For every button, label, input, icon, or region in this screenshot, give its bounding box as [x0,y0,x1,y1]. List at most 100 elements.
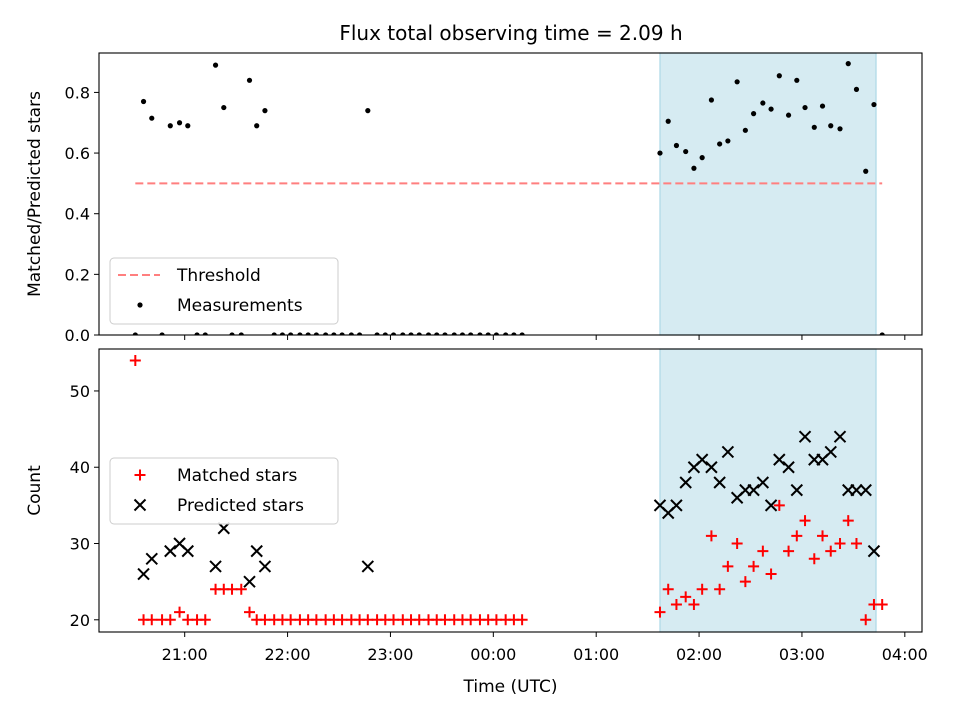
legend-matched-swatch [134,469,146,481]
measurement-point [434,332,440,335]
matched-star-point [825,545,837,557]
matched-star-point [439,614,451,626]
predicted-star-point [867,544,881,558]
measurement-point [717,141,723,147]
measurement-point [149,115,155,121]
matched-star-point [174,606,186,618]
matched-star-point [696,583,708,595]
matched-star-point [757,545,769,557]
measurement-point [305,332,311,335]
measurement-point [871,101,877,108]
measurement-point [382,332,388,335]
x-axis-label: Time (UTC) [463,677,558,697]
measurement-point [390,332,397,335]
matched-star-point [876,599,888,611]
measurement-point [167,123,173,129]
measurement-point [828,123,834,129]
predicted-star-point [209,560,222,573]
x-tick-label: 23:00 [367,645,413,664]
y-axis-label: Count [25,465,45,516]
matched-star-point [164,614,176,626]
measurement-point [348,332,354,335]
legend-label: Threshold [176,266,261,286]
measurement-point [459,332,466,335]
predicted-star-point [217,522,230,535]
measurement-point [159,332,165,335]
measurement-point [819,103,826,109]
predicted-star-point [361,560,375,573]
predicted-star-point [670,499,683,512]
x-tick-label: 22:00 [265,645,311,664]
measurement-point [339,332,345,335]
matched-star-point [834,538,846,550]
measurement-point [776,73,782,79]
matched-star-point [773,499,785,511]
matched-star-point [413,614,425,626]
measurement-point [837,126,843,132]
measurement-point [140,98,147,105]
matched-star-point [516,614,528,626]
x-tick-label: 02:00 [676,645,722,664]
matched-star-point [714,583,726,595]
y-tick-label: 0.4 [65,205,90,224]
measurement-point [176,120,183,126]
matched-star-point [722,560,734,572]
predicted-star-point [790,483,804,497]
measurement-point [760,100,766,106]
measurement-point [356,332,363,335]
measurement-point [485,332,491,335]
measurement-point [691,165,697,171]
matched-star-point [235,583,247,595]
matched-star-point [336,614,348,626]
measurement-point [194,332,200,335]
measurement-point [442,332,448,335]
measurement-point [673,142,680,149]
x-tick-label: 04:00 [882,645,928,664]
matched-star-point [765,568,777,580]
predicted-star-point [824,445,837,459]
axes-frame [98,52,923,336]
measurement-point [262,108,268,114]
measurement-point [665,118,671,124]
chart-title: Flux total observing time = 2.09 h [339,21,682,45]
y-tick-label: 0.0 [65,326,90,345]
legend-label: Predicted stars [177,496,304,516]
predicted-star-point [250,544,263,558]
measurement-point [768,106,774,112]
x-tick-label: 01:00 [573,645,619,664]
matched-star-point [662,583,674,595]
measurement-point [503,332,509,335]
legend-predicted-swatch [133,498,147,512]
predicted-star-point [679,476,692,489]
matched-star-point [182,614,194,626]
matched-star-point [850,538,862,550]
y-tick-label: 30 [70,535,90,554]
y-tick-label: 0.2 [65,265,90,284]
legend-label: Matched stars [177,466,297,486]
plot-area [129,354,888,626]
top-panel: 0.0 0.2 0.4 0.6 0.8 Matched/Predicted stars Th… [25,52,923,345]
matched-star-point [146,614,158,626]
measurement-point [212,62,219,68]
measurement-point [699,155,705,161]
predicted-star-point [137,567,150,581]
measurement-point [185,123,191,129]
predicted-star-point [695,453,709,466]
matched-star-point [199,614,211,626]
predicted-star-point [243,575,256,588]
measurement-point [477,332,483,335]
measurement-point [416,332,422,335]
measurement-point [853,86,860,92]
bottom-panel: 20 30 40 50 21:00 22:00 23:00 00:00 01:00 02:00 03… [25,348,928,697]
predicted-star-point [145,552,158,565]
measurement-point [323,332,329,335]
matched-star-point [259,614,271,626]
matched-star-point [490,614,502,626]
predicted-star-point [764,499,778,512]
measurement-point [400,332,406,335]
measurement-point [221,104,227,111]
predicted-star-point [782,461,795,474]
matched-star-point [285,614,297,626]
matched-star-point [705,530,717,542]
matched-star-point [362,614,374,626]
